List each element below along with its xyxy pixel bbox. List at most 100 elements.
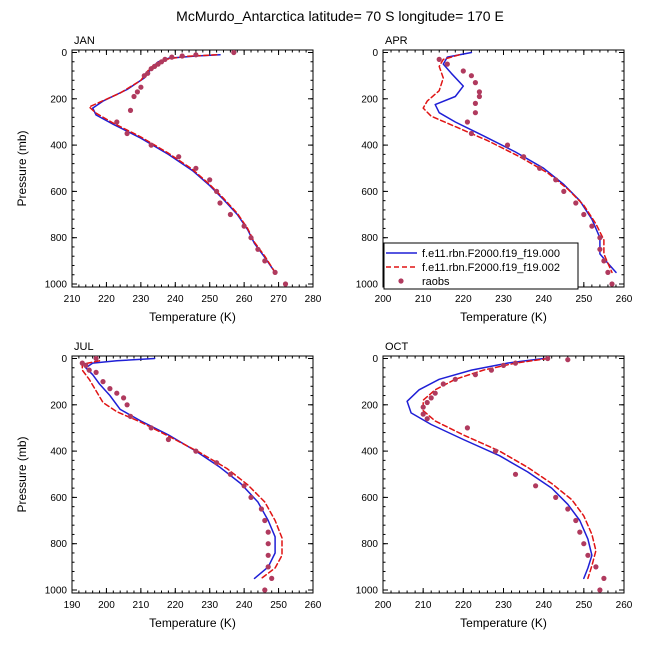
raob-point: [265, 564, 271, 570]
y-tick-label: 600: [50, 187, 67, 198]
y-tick-label: 0: [372, 354, 378, 365]
raob-point: [214, 460, 220, 466]
plot-area: [406, 356, 607, 593]
y-tick-label: 400: [50, 447, 67, 458]
x-tick-label: 220: [455, 294, 472, 305]
x-tick-label: 200: [375, 294, 392, 305]
raob-point: [521, 154, 527, 160]
raob-point: [452, 376, 458, 382]
panels: 210 220 230 240 250 260 270 280 0 200 400 600 800 100…: [15, 35, 633, 630]
x-axis-label: Temperature (K): [149, 616, 236, 630]
raob-point: [601, 258, 607, 264]
raob-point: [107, 386, 113, 392]
x-tick-label: 250: [575, 600, 592, 611]
x-tick-label: 220: [455, 600, 472, 611]
raob-point: [148, 66, 154, 72]
raob-point: [148, 142, 154, 148]
raob-point: [165, 436, 171, 443]
x-tick-label: 210: [415, 600, 432, 611]
raob-point: [424, 416, 430, 422]
raob-point: [533, 483, 539, 489]
raob-point: [241, 223, 247, 229]
raob-point: [176, 154, 182, 160]
raob-point: [141, 73, 147, 79]
x-axis-label: Temperature (K): [460, 616, 547, 630]
raob-point: [472, 80, 478, 86]
raob-point: [127, 107, 134, 113]
raob-point: [93, 356, 99, 362]
raob-point: [100, 379, 106, 385]
raob-point: [472, 110, 478, 116]
x-axis-label: Temperature (K): [460, 310, 547, 324]
y-tick-label: 800: [361, 539, 378, 550]
x-tick-label: 190: [64, 600, 81, 611]
panel-jan: 210 220 230 240 250 260 270 280 0 200 400 600 800 100…: [15, 35, 322, 324]
x-tick-label: 200: [98, 600, 115, 611]
raob-point: [573, 517, 579, 524]
raob-point: [86, 367, 92, 373]
raob-point: [114, 390, 120, 396]
raob-point: [93, 369, 99, 375]
raob-point: [420, 404, 426, 410]
raob-point: [255, 246, 261, 252]
raob-point: [597, 246, 603, 252]
raob-point: [565, 506, 571, 512]
y-tick-label: 800: [50, 539, 67, 550]
raob-point: [265, 541, 271, 547]
raob-point: [464, 425, 470, 431]
panel-jul: 190 200 210 220 230 240 250 260 0 200 400 600 800 100…: [15, 341, 322, 630]
panel-label: JAN: [74, 35, 95, 47]
panel-label: APR: [385, 35, 408, 47]
x-tick-label: 210: [64, 294, 81, 305]
y-tick-label: 1000: [356, 280, 379, 291]
raob-point: [269, 575, 275, 582]
series-line-002: [81, 360, 283, 580]
y-tick-label: 800: [50, 233, 67, 244]
x-tick-label: 260: [236, 294, 253, 305]
raob-point: [258, 506, 264, 512]
y-tick-label: 400: [361, 141, 378, 152]
raob-point: [248, 494, 254, 500]
raob-point: [214, 188, 220, 194]
raob-point: [282, 281, 289, 287]
raob-point: [581, 211, 587, 218]
raob-point: [488, 367, 494, 373]
raob-point: [444, 61, 450, 67]
x-tick-label: 260: [616, 600, 633, 611]
raob-point: [272, 269, 278, 275]
raob-point: [217, 200, 223, 206]
raob-point: [468, 73, 474, 79]
raob-point: [241, 483, 247, 489]
raob-point: [472, 372, 478, 378]
legend-entry-label: raobs: [422, 276, 450, 288]
raob-point: [262, 258, 268, 264]
plot-area: [79, 356, 283, 593]
raob-point: [424, 399, 430, 406]
raob-point: [468, 130, 474, 137]
x-tick-label: 220: [167, 600, 184, 611]
x-tick-label: 250: [575, 294, 592, 305]
raob-point: [193, 165, 199, 171]
raob-point: [169, 54, 175, 60]
x-tick-label: 250: [270, 600, 287, 611]
raob-point: [436, 56, 442, 63]
raob-point: [500, 362, 507, 368]
legend-entry-label: f.e11.rbn.F2000.f19_f19.000: [422, 248, 560, 260]
y-tick-label: 200: [50, 400, 67, 411]
legend-entry-label: f.e11.rbn.F2000.f19_f19.002: [422, 262, 560, 274]
raob-point: [127, 413, 134, 419]
y-tick-label: 1000: [356, 586, 379, 597]
raob-point: [227, 471, 233, 477]
raob-point: [124, 130, 130, 137]
raob-point: [545, 356, 551, 362]
raob-point: [504, 142, 511, 148]
y-axis-label: Pressure (mb): [15, 130, 29, 206]
x-tick-label: 210: [415, 294, 432, 305]
plot-frame: [71, 49, 314, 288]
panel-label: JUL: [74, 341, 94, 353]
raob-point: [577, 529, 583, 535]
x-tick-label: 240: [535, 600, 552, 611]
raob-point: [265, 552, 271, 558]
y-tick-label: 600: [361, 493, 378, 504]
